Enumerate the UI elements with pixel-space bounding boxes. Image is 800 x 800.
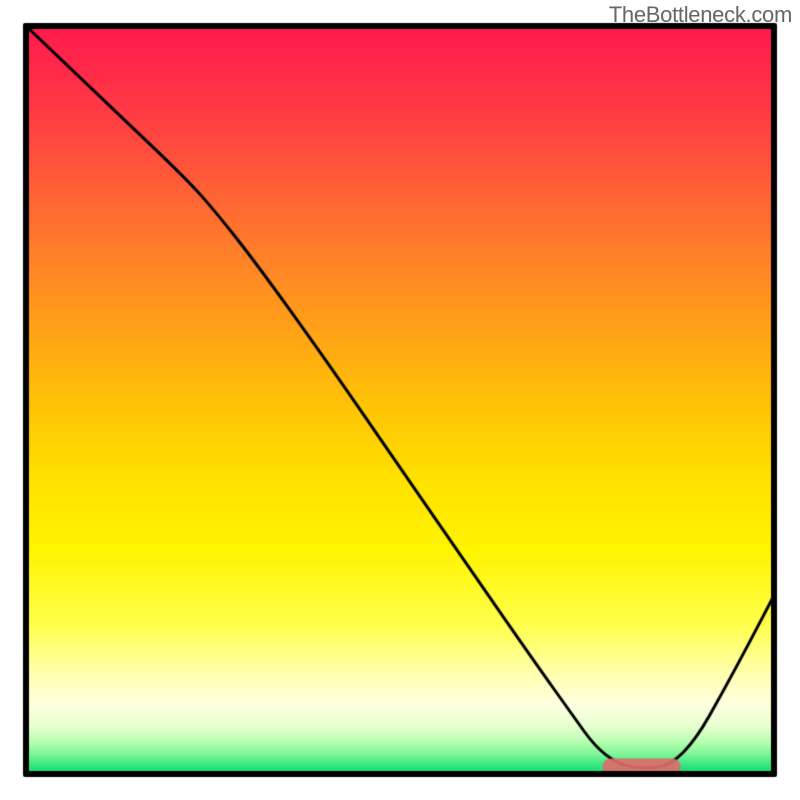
chart-container: TheBottleneck.com: [0, 0, 800, 800]
watermark-label: TheBottleneck.com: [609, 2, 792, 28]
bottleneck-curve-chart: [0, 0, 800, 800]
